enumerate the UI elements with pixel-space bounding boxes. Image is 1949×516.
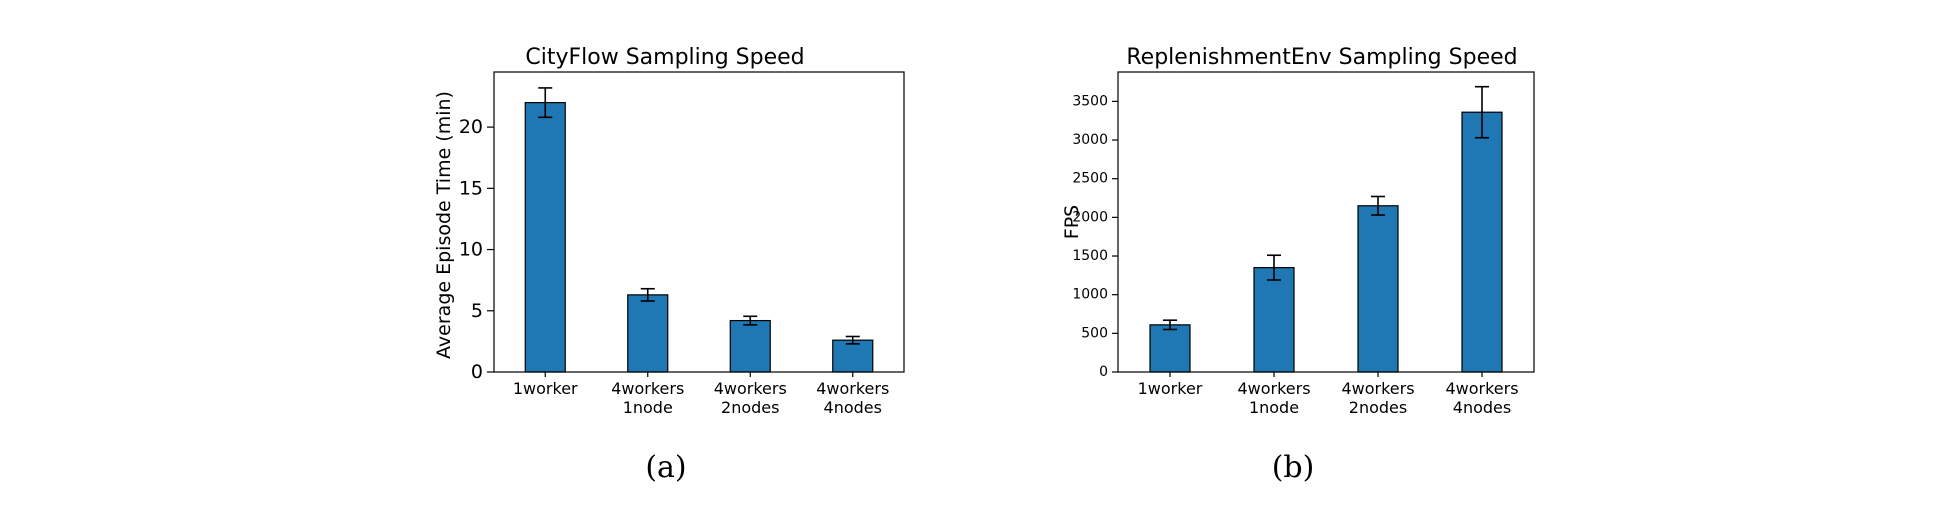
y-ticks: 0 5 10 15 20 [459,116,494,383]
bar [729,319,771,373]
y-ticks: 0 500 1000 1500 2000 2500 3000 3500 [1072,93,1118,380]
bars [1149,111,1503,373]
x-tick-label: 4workers 4nodes [1445,379,1518,417]
x-tick-label: 1worker [1138,379,1203,398]
bar [1357,205,1399,373]
error-bar [743,315,758,326]
y-tick-label: 2500 [1072,171,1108,187]
y-tick-label: 0 [471,361,483,383]
x-tick-label: 4workers 1node [611,379,684,417]
chart-cityflow: CityFlow Sampling Speed Average Episode … [433,45,905,485]
bar [1149,324,1191,373]
bar [627,294,669,373]
bar [524,102,566,373]
y-tick-label: 500 [1081,325,1108,341]
error-bars [538,87,860,345]
error-bar [1267,254,1281,281]
chart-caption: (a) [645,450,686,485]
y-tick-label: 1500 [1072,248,1108,264]
chart-replenishmentenv: ReplenishmentEnv Sampling Speed FPS 0 500… [1061,45,1535,485]
error-bar [1371,195,1385,216]
y-tick-label: 20 [459,116,483,138]
y-tick-label: 15 [459,177,483,199]
bars [524,102,874,373]
y-tick-label: 5 [471,300,483,322]
y-axis-label: FPS [1061,205,1083,239]
x-tick-label: 1worker [513,379,578,398]
error-bar [1163,319,1177,331]
bar [1253,267,1295,373]
chart-caption: (b) [1272,450,1315,485]
x-tick-label: 4workers 4nodes [816,379,889,417]
error-bar [1475,85,1489,139]
y-tick-label: 3500 [1072,93,1108,109]
x-ticks: 1worker 4workers 1node 4workers 2nodes 4worke… [1138,372,1519,417]
error-bar [845,335,860,345]
bar [832,339,874,373]
plot-frame [1117,71,1535,373]
y-tick-label: 1000 [1072,287,1108,303]
y-tick-label: 0 [1099,364,1108,380]
error-bars [1163,85,1489,331]
plot-frame [493,71,905,373]
chart-title: CityFlow Sampling Speed [525,45,804,70]
y-tick-label: 3000 [1072,132,1108,148]
x-tick-label: 4workers 2nodes [1341,379,1414,417]
x-tick-label: 4workers 2nodes [714,379,787,417]
y-tick-label: 10 [459,239,483,261]
chart-title: ReplenishmentEnv Sampling Speed [1126,45,1517,70]
y-axis-label: Average Episode Time (min) [433,91,455,359]
x-ticks: 1worker 4workers 1node 4workers 2nodes 4worke… [513,372,889,417]
x-tick-label: 4workers 1node [1237,379,1310,417]
bar [1461,111,1503,373]
y-tick-label: 2000 [1072,209,1108,225]
error-bar [538,87,553,119]
error-bar [640,287,655,302]
